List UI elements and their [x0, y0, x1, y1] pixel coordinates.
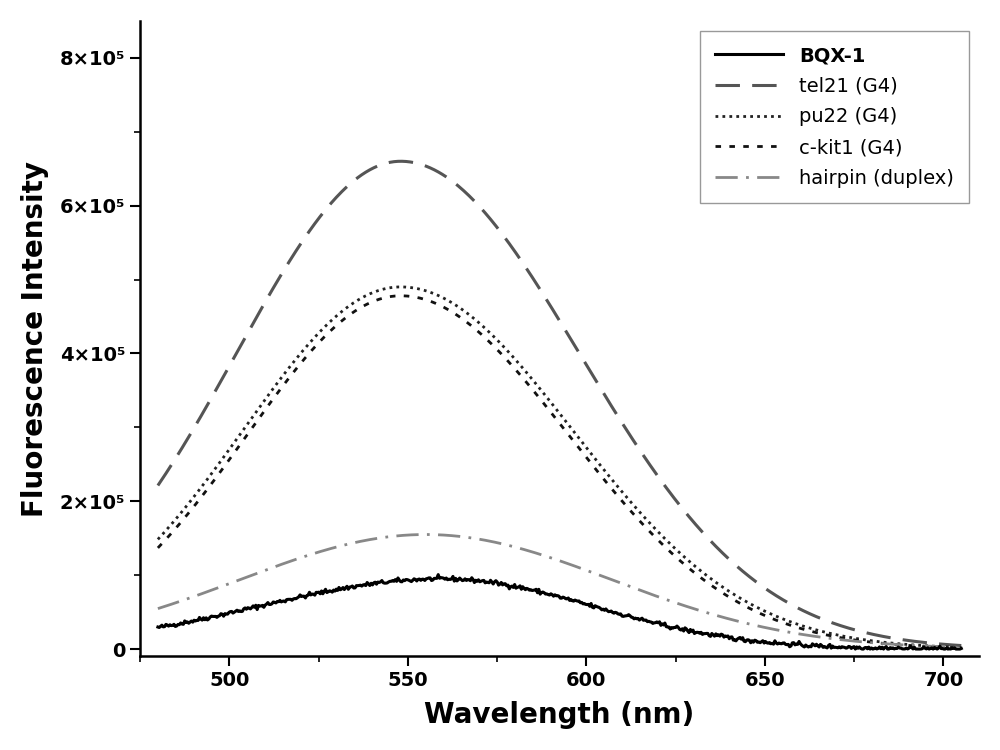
Y-axis label: Fluorescence Intensity: Fluorescence Intensity	[21, 160, 49, 517]
BQX-1	[690, 628, 702, 638]
c-kit1 (G4)	[627, 509, 639, 518]
BQX-1	[432, 570, 444, 579]
hairpin (duplex)	[420, 530, 432, 539]
tel21 (G4)	[358, 169, 370, 178]
pu22 (G4)	[955, 643, 967, 652]
BQX-1	[627, 613, 639, 622]
c-kit1 (G4)	[690, 569, 702, 578]
tel21 (G4)	[690, 520, 702, 529]
BQX-1	[758, 638, 770, 647]
Line: BQX-1: BQX-1	[158, 574, 961, 649]
hairpin (duplex)	[758, 622, 770, 632]
pu22 (G4)	[627, 500, 639, 508]
hairpin (duplex)	[358, 536, 370, 545]
pu22 (G4)	[358, 292, 370, 301]
tel21 (G4)	[152, 481, 164, 490]
BQX-1	[955, 644, 967, 653]
c-kit1 (G4)	[517, 374, 529, 382]
pu22 (G4)	[758, 606, 770, 615]
c-kit1 (G4)	[358, 301, 370, 310]
Line: hairpin (duplex): hairpin (duplex)	[158, 535, 961, 647]
pu22 (G4)	[294, 350, 306, 358]
hairpin (duplex)	[690, 604, 702, 613]
pu22 (G4)	[152, 535, 164, 544]
Line: c-kit1 (G4): c-kit1 (G4)	[158, 296, 961, 648]
pu22 (G4)	[395, 283, 407, 292]
c-kit1 (G4)	[758, 610, 770, 620]
pu22 (G4)	[690, 562, 702, 572]
tel21 (G4)	[395, 157, 407, 166]
c-kit1 (G4)	[395, 291, 407, 300]
BQX-1	[294, 590, 306, 599]
hairpin (duplex)	[152, 604, 164, 613]
hairpin (duplex)	[294, 554, 306, 562]
tel21 (G4)	[627, 435, 639, 444]
BQX-1	[358, 580, 370, 590]
Line: pu22 (G4): pu22 (G4)	[158, 287, 961, 647]
tel21 (G4)	[955, 641, 967, 650]
BQX-1	[849, 644, 861, 653]
Legend: BQX-1, tel21 (G4), pu22 (G4), c-kit1 (G4), hairpin (duplex): BQX-1, tel21 (G4), pu22 (G4), c-kit1 (G4…	[700, 31, 969, 203]
BQX-1	[517, 582, 529, 591]
c-kit1 (G4)	[294, 359, 306, 368]
tel21 (G4)	[758, 584, 770, 592]
tel21 (G4)	[517, 258, 529, 267]
hairpin (duplex)	[517, 544, 529, 554]
hairpin (duplex)	[955, 643, 967, 652]
hairpin (duplex)	[627, 583, 639, 592]
pu22 (G4)	[517, 364, 529, 373]
c-kit1 (G4)	[152, 544, 164, 553]
BQX-1	[152, 622, 164, 632]
Line: tel21 (G4): tel21 (G4)	[158, 161, 961, 646]
X-axis label: Wavelength (nm): Wavelength (nm)	[424, 701, 695, 729]
c-kit1 (G4)	[955, 644, 967, 652]
tel21 (G4)	[294, 240, 306, 249]
